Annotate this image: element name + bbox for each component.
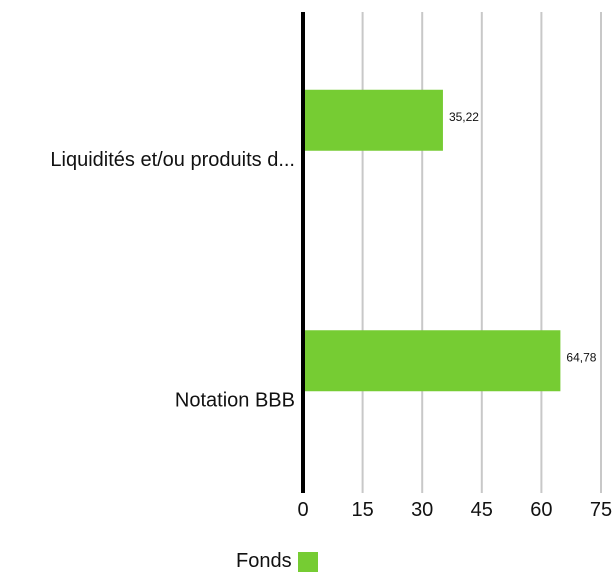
legend: Fonds xyxy=(236,550,318,573)
category-label-2: Notation BBB xyxy=(175,390,295,412)
x-tick-label-15: 15 xyxy=(351,499,373,521)
legend-swatch xyxy=(297,551,318,572)
data-label-1: 35,22 xyxy=(449,110,479,124)
bar-1 xyxy=(303,89,443,151)
x-tick-label-45: 45 xyxy=(471,499,493,521)
x-tick-label-30: 30 xyxy=(411,499,433,521)
data-label-2: 64,78 xyxy=(566,350,596,364)
category-label-1: Liquidités et/ou produits d... xyxy=(50,149,295,171)
x-tick-label-60: 60 xyxy=(530,499,552,521)
x-tick-label-0: 0 xyxy=(297,499,308,521)
legend-label: Fonds xyxy=(236,550,292,572)
bar-2 xyxy=(303,330,561,392)
x-tick-label-75: 75 xyxy=(590,499,612,521)
